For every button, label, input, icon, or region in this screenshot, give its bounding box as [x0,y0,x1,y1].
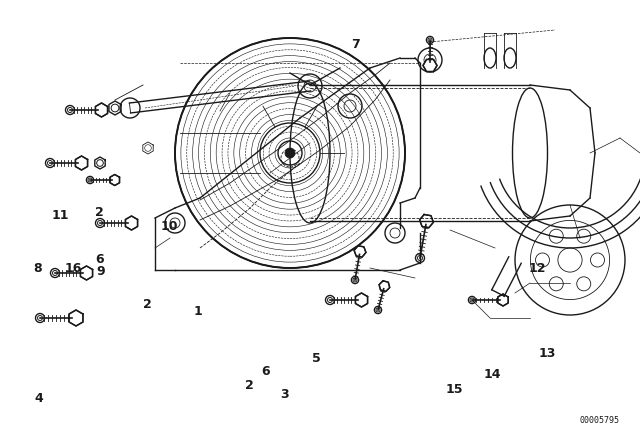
Text: 11: 11 [52,208,70,222]
Text: 1: 1 [194,305,203,318]
Polygon shape [76,156,88,170]
Polygon shape [420,215,433,228]
Text: 2: 2 [95,206,104,220]
Text: 5: 5 [312,352,321,365]
Polygon shape [498,294,508,306]
Text: 10: 10 [161,220,179,233]
Text: 00005795: 00005795 [580,415,620,425]
Text: 8: 8 [33,262,42,276]
Polygon shape [379,281,390,291]
Text: 4: 4 [34,392,43,405]
Circle shape [285,148,295,158]
Text: 2: 2 [143,298,152,311]
Text: 6: 6 [95,253,104,267]
Text: 16: 16 [65,262,83,276]
Text: 7: 7 [351,38,360,52]
Polygon shape [423,60,437,72]
Polygon shape [69,310,83,326]
Polygon shape [81,266,93,280]
Text: 15: 15 [445,383,463,396]
Text: 6: 6 [261,365,270,379]
Text: 2: 2 [245,379,254,392]
Text: 9: 9 [97,264,106,278]
Text: 12: 12 [529,262,547,276]
Polygon shape [110,175,120,185]
Text: 14: 14 [484,367,502,381]
Polygon shape [354,246,366,257]
Polygon shape [355,293,367,307]
Text: 13: 13 [538,347,556,361]
Text: 3: 3 [280,388,289,401]
Polygon shape [95,103,108,117]
Polygon shape [125,216,138,230]
